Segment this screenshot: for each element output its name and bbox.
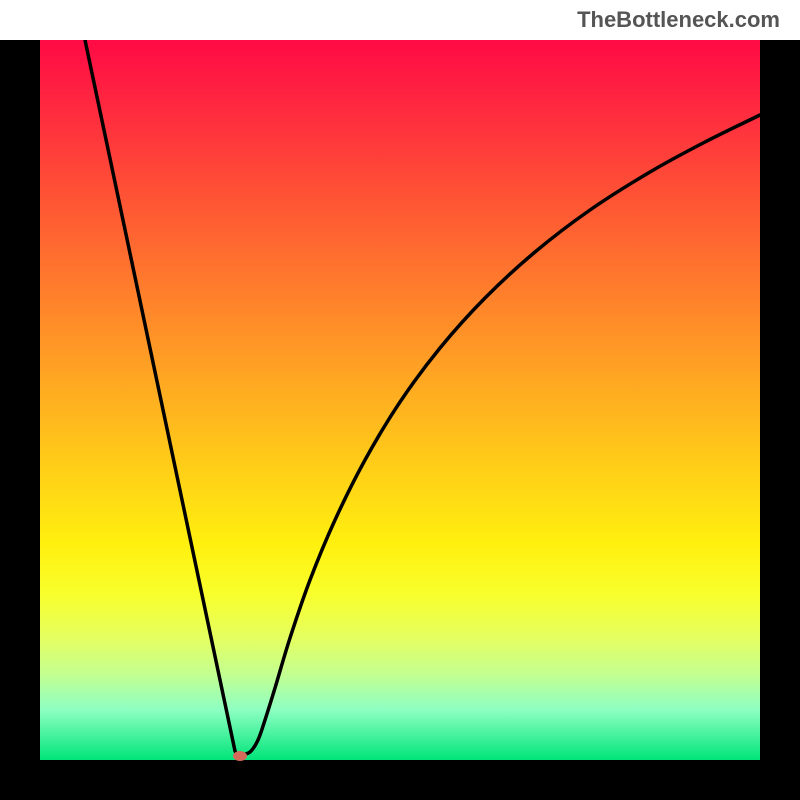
minimum-marker: [233, 751, 247, 761]
chart-frame: TheBottleneck.com: [0, 0, 800, 800]
header-bar: TheBottleneck.com: [0, 0, 800, 40]
attribution-text: TheBottleneck.com: [0, 0, 780, 40]
plot-area: [40, 40, 760, 760]
bottleneck-curve: [40, 40, 760, 760]
